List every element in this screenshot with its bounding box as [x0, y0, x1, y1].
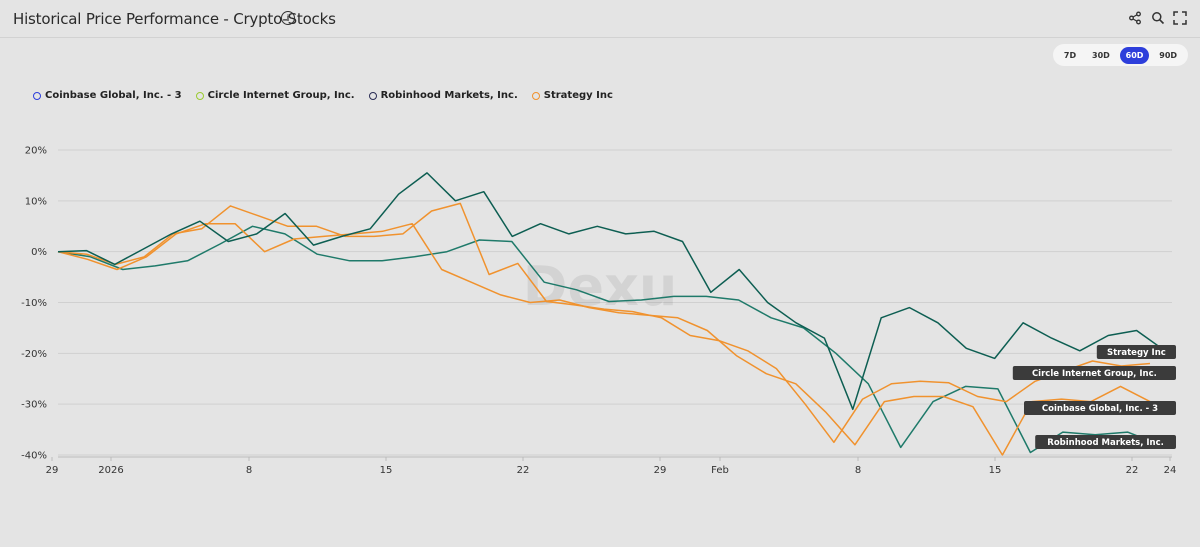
end-label-text: Robinhood Markets, Inc. [1047, 438, 1164, 448]
legend-item-circle[interactable]: Circle Internet Group, Inc. [195, 90, 355, 101]
y-tick-label: -30% [21, 400, 47, 411]
chart-title: Historical Price Performance - Crypto-St… [13, 10, 336, 28]
chart-header: Historical Price Performance - Crypto-St… [0, 0, 1200, 38]
x-tick-label: 2026 [98, 465, 123, 476]
range-selector: 7D 30D 60D 90D [1053, 44, 1188, 66]
range-90d-button[interactable]: 90D [1159, 50, 1178, 60]
search-icon[interactable] [1151, 11, 1165, 25]
legend-label: Robinhood Markets, Inc. [380, 90, 518, 101]
share-icon[interactable] [1128, 11, 1142, 25]
legend-label: Strategy Inc [543, 90, 613, 101]
series-line-2 [57, 172, 1166, 411]
x-tick-label: 15 [989, 465, 1002, 476]
chart-legend: Coinbase Global, Inc. - 3 Circle Interne… [33, 90, 613, 101]
legend-label: Circle Internet Group, Inc. [207, 90, 355, 101]
x-tick-label: 22 [1126, 465, 1139, 476]
range-7d-button[interactable]: 7D [1063, 50, 1077, 60]
y-tick-label: 0% [31, 247, 47, 258]
legend-item-coinbase[interactable]: Coinbase Global, Inc. - 3 [33, 90, 182, 101]
end-label-text: Strategy Inc [1107, 348, 1166, 358]
series-line-0 [57, 225, 1161, 454]
series-line-1 [57, 202, 1151, 444]
fullscreen-icon[interactable] [1173, 11, 1187, 25]
legend-item-strategy[interactable]: Strategy Inc [531, 90, 613, 101]
end-label-text: Circle Internet Group, Inc. [1032, 369, 1157, 379]
end-label-tag: Circle Internet Group, Inc. [1012, 366, 1176, 380]
legend-dot-icon [195, 91, 204, 100]
x-tick-label: Feb [711, 465, 729, 476]
watermark-logo: Dexu [523, 255, 678, 318]
y-tick-label: -10% [21, 298, 47, 309]
end-label-tag: Robinhood Markets, Inc. [1035, 435, 1176, 449]
x-tick-label: 22 [517, 465, 530, 476]
end-label-text: Coinbase Global, Inc. - 3 [1042, 404, 1158, 414]
legend-item-robinhood[interactable]: Robinhood Markets, Inc. [368, 90, 518, 101]
x-tick-label: 8 [855, 465, 861, 476]
x-tick-label: 24 [1164, 465, 1177, 476]
end-label-tag: Coinbase Global, Inc. - 3 [1024, 401, 1176, 415]
x-tick-label: 29 [654, 465, 667, 476]
series-line-3 [57, 222, 1151, 456]
range-60d-button[interactable]: 60D [1119, 46, 1150, 64]
legend-dot-icon [33, 91, 41, 100]
legend-dot-icon [368, 91, 377, 100]
y-tick-label: -20% [21, 349, 47, 360]
x-tick-label: 8 [246, 465, 252, 476]
end-label-tag: Strategy Inc [1096, 345, 1176, 359]
y-tick-label: 10% [25, 196, 47, 207]
y-tick-label: -40% [21, 451, 47, 462]
info-icon[interactable]: i [281, 11, 295, 25]
y-tick-label: 20% [25, 146, 47, 157]
legend-label: Coinbase Global, Inc. - 3 [45, 90, 182, 101]
range-30d-button[interactable]: 30D [1092, 50, 1110, 60]
x-tick-label: 29 [46, 465, 59, 476]
legend-dot-icon [531, 91, 540, 100]
x-tick-label: 15 [380, 465, 393, 476]
